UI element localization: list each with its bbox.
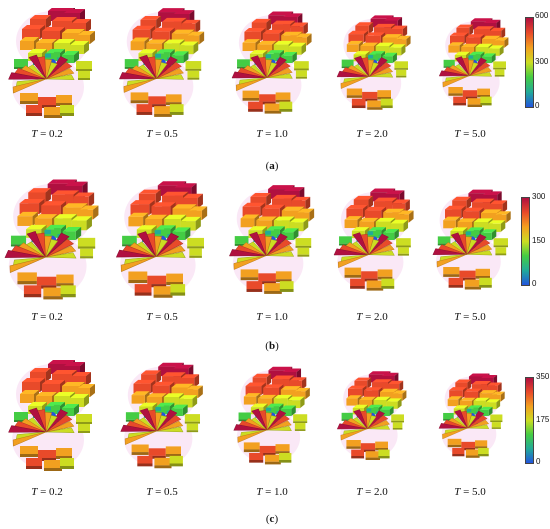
temperature-label-c-1: T = 0.2 (31, 486, 63, 498)
colorbar-tick-b-min: 0 (532, 279, 537, 288)
panel-label-b: (b) (265, 340, 279, 352)
colorbar-tick-a-min: 0 (535, 101, 540, 110)
temperature-label-b-1: T = 0.2 (31, 311, 63, 323)
tensor-glyph-b-2 (115, 181, 208, 298)
tensor-glyph-c-3 (233, 366, 310, 465)
tensor-glyph-c-1 (8, 360, 95, 471)
colorbar-c (525, 377, 534, 464)
panel-label-a: (a) (265, 160, 279, 172)
colorbar-tick-c-max: 350 (536, 372, 550, 381)
tensor-glyph-b-5 (432, 189, 511, 290)
figure-a: T = 0.2 T = 0.5 T = 1.0 T = 2.0 T = 5.0 … (0, 0, 550, 178)
temperature-label-a-3: T = 1.0 (256, 128, 288, 140)
tensor-glyph-a-1 (8, 8, 95, 118)
tensor-glyph-c-2 (120, 362, 203, 469)
tensor-glyph-c-4 (336, 371, 407, 460)
figure-c: T = 0.2 T = 0.5 T = 1.0 T = 2.0 T = 5.0 … (0, 356, 550, 529)
colorbar-tick-b-max: 300 (532, 192, 546, 201)
temperature-label-c-2: T = 0.5 (146, 486, 178, 498)
colorbar-a (525, 17, 534, 108)
panel-label-c: (c) (265, 513, 279, 525)
temperature-label-b-2: T = 0.5 (146, 311, 178, 323)
temperature-label-b-3: T = 1.0 (256, 311, 288, 323)
temperature-label-c-3: T = 1.0 (256, 486, 288, 498)
colorbar-tick-c-mid: 175 (536, 415, 550, 424)
tensor-glyph-b-3 (229, 185, 315, 294)
temperature-label-a-2: T = 0.5 (146, 128, 178, 140)
tensor-glyph-a-4 (336, 15, 411, 110)
temperature-label-a-5: T = 5.0 (454, 128, 486, 140)
temperature-label-b-5: T = 5.0 (454, 311, 486, 323)
temperature-label-a-4: T = 2.0 (356, 128, 388, 140)
temperature-label-c-5: T = 5.0 (454, 486, 486, 498)
tensor-glyph-a-2 (119, 8, 205, 117)
colorbar-tick-c-min: 0 (536, 457, 541, 466)
temperature-label-b-4: T = 2.0 (356, 311, 388, 323)
tensor-glyph-a-3 (231, 11, 312, 114)
colorbar-tick-a-max: 600 (535, 11, 549, 20)
figure-b: T = 0.2 T = 0.5 T = 1.0 T = 2.0 T = 5.0 … (0, 178, 550, 356)
tensor-glyph-c-5 (438, 373, 505, 458)
tensor-glyph-a-5 (438, 18, 509, 107)
tensor-glyph-b-4 (333, 188, 414, 291)
colorbar-b (521, 197, 530, 286)
tensor-glyph-b-1 (4, 179, 99, 300)
temperature-label-a-1: T = 0.2 (31, 128, 63, 140)
colorbar-tick-b-mid: 150 (532, 236, 546, 245)
colorbar-tick-a-mid: 300 (535, 57, 549, 66)
temperature-label-c-4: T = 2.0 (356, 486, 388, 498)
